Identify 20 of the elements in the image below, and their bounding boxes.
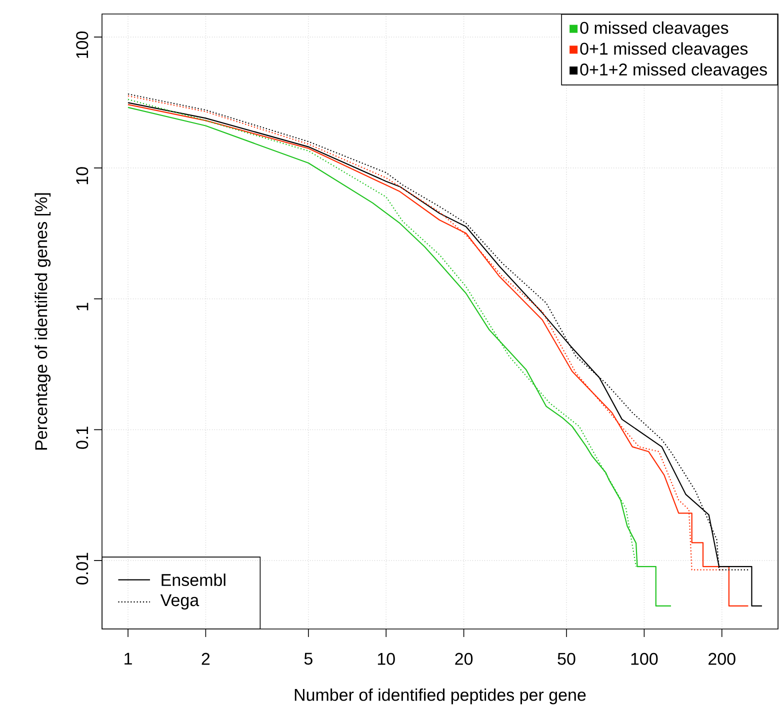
x-tick-label: 10 [378,652,395,665]
y-axis-title: Percentage of identified genes [%] [34,193,51,450]
legend-label: 0+1 missed cleavages [580,42,748,58]
x-tick-label: 50 [558,652,576,665]
x-tick-label: 5 [304,652,312,665]
y-tick-label: 100 [76,32,88,58]
y-tick-label: 0.01 [76,552,88,584]
x-tick-label: 200 [708,652,736,665]
y-tick-label: 0.1 [76,426,88,449]
y-tick-label: 10 [76,167,88,184]
x-tick-label: 20 [455,652,473,665]
x-tick-label: 1 [124,652,132,665]
x-axis-title: Number of identified peptides per gene [294,688,586,704]
annotation: Ensembl [162,574,226,586]
y-tick-label: 1 [76,302,88,310]
x-tick-label: 100 [631,652,658,665]
x-tick-label: 2 [202,652,210,665]
legend-label: 0+1+2 missed cleavages [580,63,767,79]
legend-label: 0 missed cleavages [580,21,728,38]
annotation: Vega [160,594,200,610]
